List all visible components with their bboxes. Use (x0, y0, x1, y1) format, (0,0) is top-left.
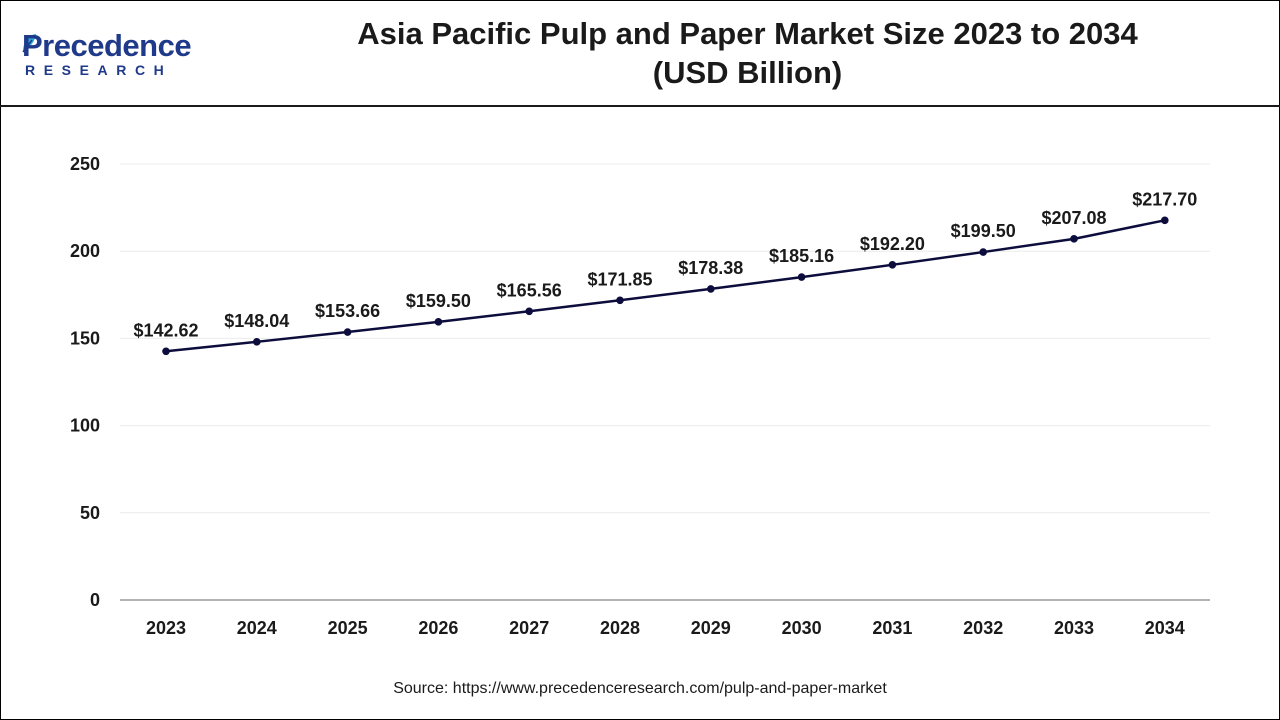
line-chart: 0 50 100 150 200 250 2023 2024 2025 2026 2027 2028… (0, 107, 1280, 667)
data-point (616, 296, 624, 305)
x-tick-label: 2033 (1054, 618, 1094, 638)
series-line-layer (165, 219, 1166, 353)
y-tick-label: 0 (90, 590, 100, 610)
chart-title-line1: Asia Pacific Pulp and Paper Market Size … (357, 16, 1138, 51)
brand-logo: Precedence RESEARCH (22, 28, 222, 84)
data-label: $217.70 (1132, 189, 1197, 209)
data-label: $178.38 (678, 258, 743, 278)
data-label: $165.56 (497, 280, 562, 300)
x-tick-label: 2029 (691, 618, 731, 638)
data-label: $153.66 (315, 301, 380, 321)
data-label: $159.50 (406, 291, 471, 311)
data-point (434, 318, 443, 326)
data-label: $171.85 (587, 269, 652, 289)
data-label: $199.50 (951, 221, 1016, 241)
y-tick-labels: 0 50 100 150 200 250 (70, 154, 100, 610)
data-labels: $142.62 $148.04 $153.66 $159.50 $165.56 $171.… (133, 189, 1197, 340)
x-tick-label: 2025 (328, 618, 368, 638)
data-label: $207.08 (1041, 208, 1106, 228)
data-points (162, 216, 1169, 356)
x-tick-label: 2031 (872, 618, 912, 638)
data-point (707, 285, 715, 293)
logo-subtitle: RESEARCH (25, 62, 173, 78)
data-label: $142.62 (133, 320, 198, 340)
x-tick-label: 2024 (237, 618, 277, 638)
x-tick-label: 2034 (1145, 618, 1185, 638)
source-note: Source: https://www.precedenceresearch.c… (393, 680, 887, 697)
chart-title: Asia Pacific Pulp and Paper Market Size … (230, 14, 1265, 92)
data-point (1070, 235, 1078, 243)
leaf-icon (22, 34, 36, 53)
data-point (1161, 216, 1169, 225)
y-tick-label: 250 (70, 154, 100, 174)
data-point (343, 328, 352, 336)
data-point (252, 338, 261, 346)
chart-svg: 0 50 100 150 200 250 2023 2024 2025 2026 2027 2028… (70, 154, 1210, 638)
y-tick-label: 200 (70, 241, 100, 261)
x-tick-label: 2026 (418, 618, 458, 638)
x-tick-label: 2032 (963, 618, 1003, 638)
chart-title-line2: (USD Billion) (652, 55, 843, 90)
grid-layer (120, 163, 1210, 601)
data-point (162, 347, 170, 356)
data-label: $185.16 (769, 246, 834, 266)
series-line (165, 219, 1166, 353)
y-tick-label: 150 (70, 328, 100, 348)
data-point (797, 273, 806, 281)
data-label: $148.04 (224, 311, 289, 331)
x-tick-label: 2023 (146, 618, 186, 638)
y-tick-label: 100 (70, 416, 100, 436)
x-tick-label: 2027 (509, 618, 549, 638)
data-point (888, 261, 897, 269)
data-label: $192.20 (860, 234, 925, 254)
x-tick-label: 2028 (600, 618, 640, 638)
data-point (525, 307, 533, 316)
header: Precedence RESEARCH Asia Pacific Pulp an… (0, 0, 1280, 107)
x-tick-label: 2030 (782, 618, 822, 638)
x-tick-labels: 2023 2024 2025 2026 2027 2028 2029 2030 2031 2032… (146, 618, 1185, 638)
data-point (979, 248, 987, 256)
y-tick-label: 50 (80, 503, 100, 523)
logo-wordmark: Precedence (22, 28, 192, 63)
